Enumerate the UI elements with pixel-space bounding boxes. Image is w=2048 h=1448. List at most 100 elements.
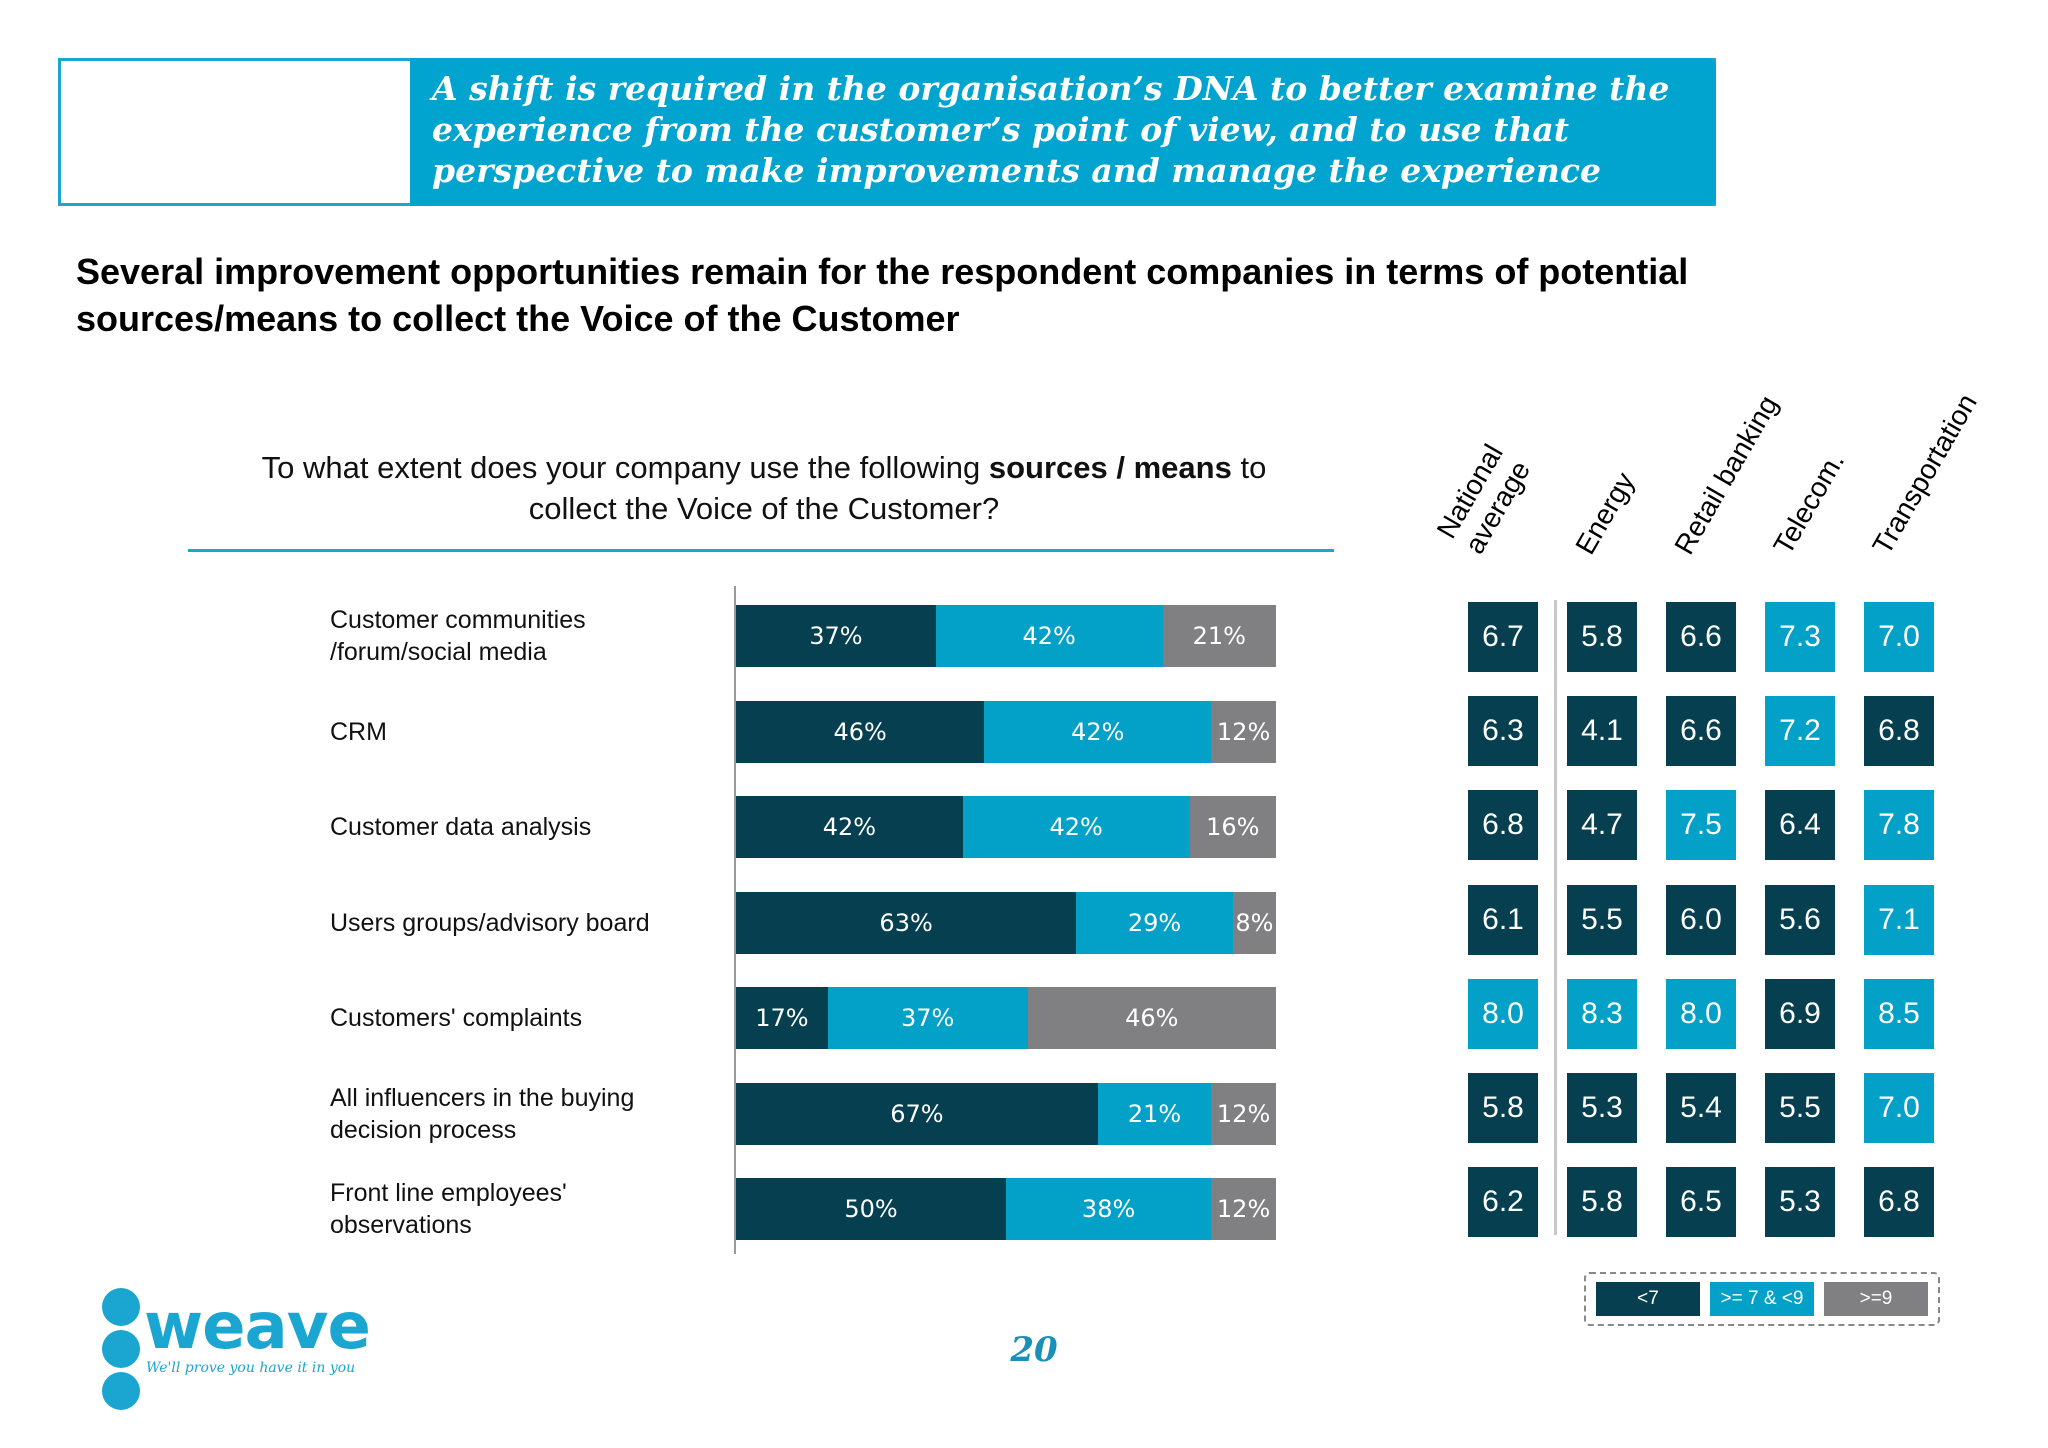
heatmap-column-header-line: Energy [1569,467,1641,560]
heatmap-cell: 6.5 [1666,1167,1736,1237]
bar-category-label: Customers' complaints [330,1002,750,1034]
heatmap-column-header: National average [1431,439,1538,560]
question-part-2: to [1231,450,1267,485]
bar-category-label-line: Front line employees' [330,1179,567,1207]
stacked-bar: 50% 38% 12% [736,1178,1276,1240]
bar-segment: 29% [1076,892,1233,954]
heatmap-cell: 6.9 [1765,979,1835,1049]
heatmap-cell: 5.4 [1666,1073,1736,1143]
heatmap-cell: 8.5 [1864,979,1934,1049]
heatmap-column-header-line: Retail banking [1668,390,1784,560]
heatmap-cell: 5.5 [1567,885,1637,955]
stacked-bar: 42% 42% 16% [736,796,1276,858]
bar-segment: 12% [1211,1083,1276,1145]
bar-data-label: 29% [1127,909,1182,937]
heatmap-cell: 6.0 [1666,885,1736,955]
banner-quote: A shift is required in the organisation’… [432,68,1702,191]
heatmap-cell: 8.0 [1468,979,1538,1049]
bar-segment: 17% [736,987,828,1049]
bar-data-label: 8% [1235,909,1274,937]
bar-category-label: Customer communities/forum/social media [330,604,750,668]
heatmap-cell: 6.8 [1864,696,1934,766]
heatmap-cell: 5.5 [1765,1073,1835,1143]
bar-segment: 16% [1189,796,1276,858]
bar-data-label: 21% [1127,1100,1182,1128]
bar-data-label: 42% [1071,718,1125,746]
bar-data-label: 37% [901,1004,955,1032]
bar-data-label: 21% [1192,622,1246,650]
heatmap-cell: 7.8 [1864,790,1934,860]
bar-segment: 37% [827,987,1028,1049]
bar-category-label-line: CRM [330,718,387,746]
banner [410,58,1716,206]
bar-segment: 21% [1097,1083,1212,1145]
bar-data-label: 50% [844,1195,898,1223]
heatmap-separator [1554,600,1557,1235]
bar-segment: 37% [736,605,936,667]
bar-data-label: 42% [1049,813,1103,841]
heatmap-cell: 6.2 [1468,1167,1538,1237]
heatmap-column-header-line: Telecom. [1767,446,1851,560]
heatmap-cell: 6.4 [1765,790,1835,860]
bar-segment: 21% [1162,605,1276,667]
bar-segment: 8% [1232,892,1276,954]
heatmap-cell: 6.7 [1468,602,1538,672]
legend-swatch: >=9 [1824,1282,1928,1316]
question-bold: sources / means [988,450,1232,485]
heatmap-column-header: Retail banking [1668,390,1784,560]
stacked-bar: 67% 21% 12% [736,1083,1276,1145]
bar-category-label-line: /forum/social media [330,638,547,666]
heatmap-cell: 5.6 [1765,885,1835,955]
bar-category-label-line: Customer communities [330,606,586,634]
bar-data-label: 12% [1216,1195,1271,1223]
bar-segment: 42% [736,796,963,858]
heatmap-cell: 7.5 [1666,790,1736,860]
bar-segment: 42% [984,701,1212,763]
bar-data-label: 16% [1206,813,1260,841]
logo-wordmark: weave [144,1290,371,1364]
bar-data-label: 37% [809,622,863,650]
bar-segment: 12% [1211,701,1276,763]
bar-category-label-line: decision process [330,1116,517,1144]
bar-data-label: 17% [755,1004,809,1032]
stacked-bar: 46% 42% 12% [736,701,1276,763]
bar-data-label: 12% [1216,1100,1271,1128]
heatmap-cell: 5.8 [1567,602,1637,672]
bar-category-label-line: Customer data analysis [330,813,592,841]
heatmap-column-header: Telecom. [1767,447,1851,560]
heatmap-cell: 8.0 [1666,979,1736,1049]
bar-category-label: Customer data analysis [330,811,750,843]
heatmap-cell: 6.1 [1468,885,1538,955]
heatmap-cell: 4.1 [1567,696,1637,766]
stacked-bar: 17% 37% 46% [736,987,1276,1049]
heatmap-cell: 7.2 [1765,696,1835,766]
bar-category-label-line: observations [330,1211,472,1239]
bar-data-label: 63% [879,909,933,937]
question-underline [188,549,1334,552]
bar-data-label: 46% [833,718,887,746]
heatmap-cell: 7.1 [1864,885,1934,955]
page-title-line-1: Several improvement opportunities remain… [76,251,1689,292]
bar-category-label: Users groups/advisory board [330,907,750,939]
page-title-line-2: sources/means to collect the Voice of th… [76,298,960,339]
heatmap-column-header-line: Transportation [1866,388,1983,560]
bar-data-label: 42% [822,813,877,841]
question-line-2: collect the Voice of the Customer? [528,491,1000,526]
bar-segment: 67% [736,1083,1098,1145]
bar-category-label: All influencers in the buying decision pr… [330,1082,750,1146]
logo-tagline: We'll prove you have it in you [146,1360,356,1376]
banner-line-1: A shift is required in the organisation’… [432,69,1670,108]
heatmap-cell: 5.3 [1567,1073,1637,1143]
legend-swatch: >= 7 & <9 [1710,1282,1814,1316]
heatmap-cell: 6.8 [1468,790,1538,860]
banner-line-2: experience from the customer’s point of … [432,110,1569,149]
stacked-bar: 37% 42% 21% [736,605,1276,667]
legend-swatch: <7 [1596,1282,1700,1316]
heatmap-column-header: Transportation [1866,389,1983,560]
heatmap-column-header: Energy [1569,467,1641,560]
heatmap-cell: 7.3 [1765,602,1835,672]
bar-data-label: 46% [1125,1004,1179,1032]
heatmap-cell: 7.0 [1864,602,1934,672]
heatmap-cell: 7.0 [1864,1073,1934,1143]
heatmap-cell: 4.7 [1567,790,1637,860]
